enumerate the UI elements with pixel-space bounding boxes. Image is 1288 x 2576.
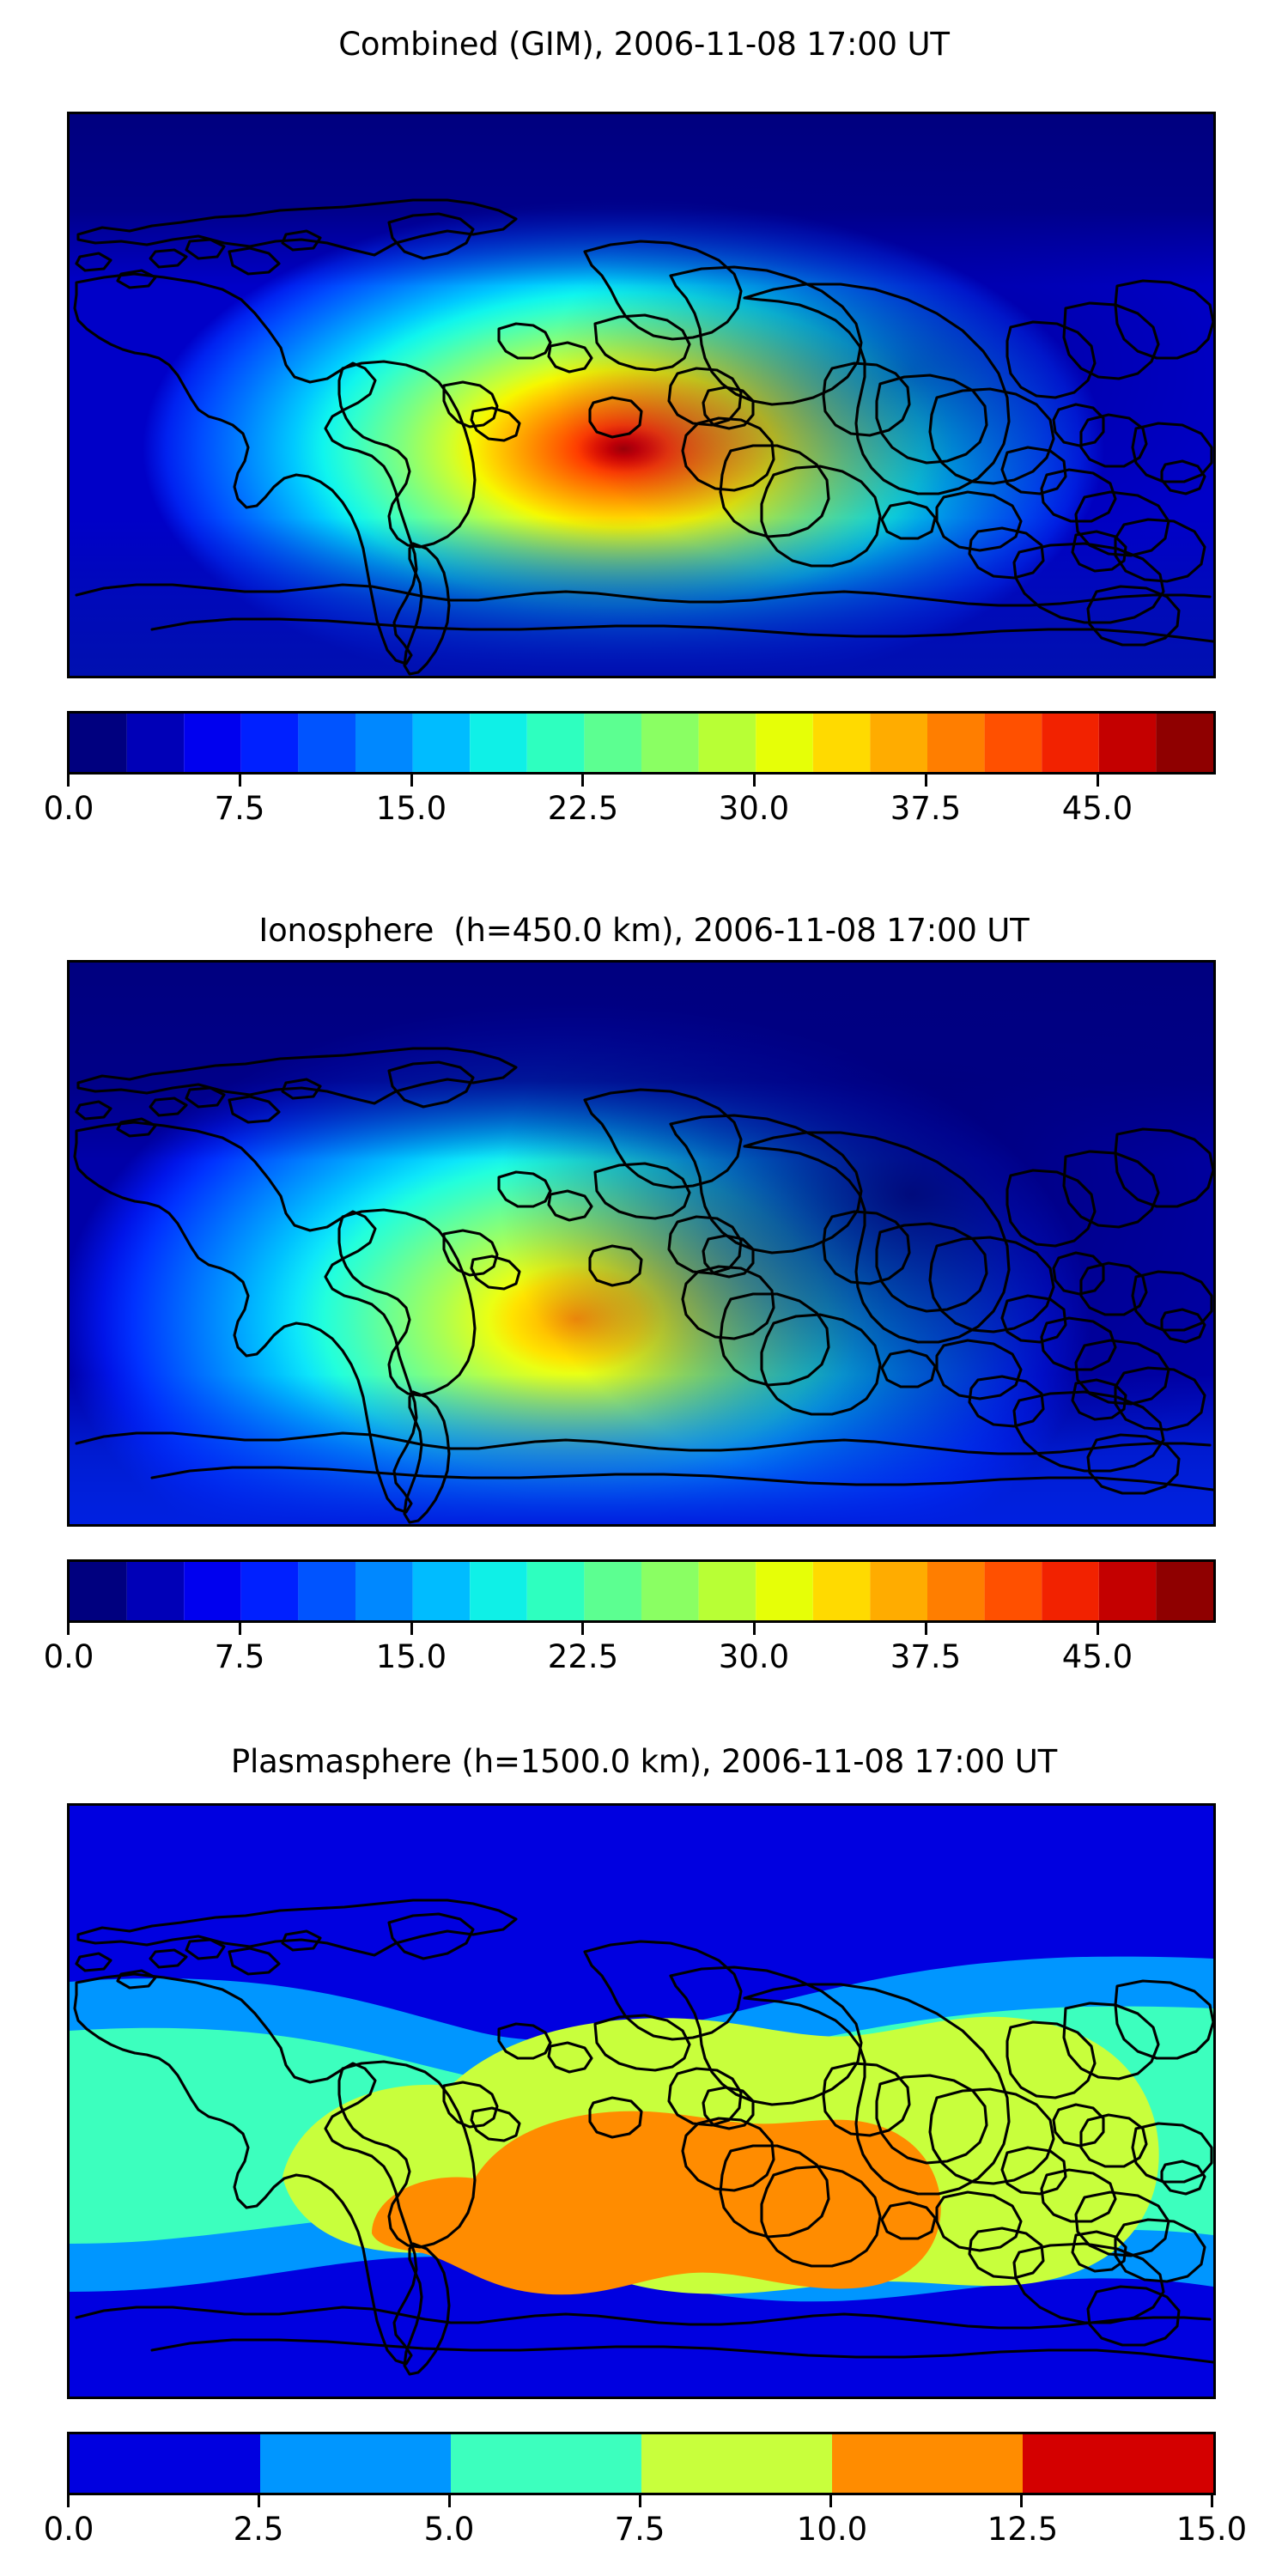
tick-label: 45.0 [1061, 790, 1133, 827]
map-combined-svg [70, 114, 1213, 676]
tick-label: 10.0 [796, 2511, 868, 2548]
tick-label: 37.5 [890, 1638, 962, 1675]
tick-label: 0.0 [43, 790, 94, 827]
colorbar-ticks-combined [67, 772, 1216, 789]
panel-plasmasphere: Plasmasphere (h=1500.0 km), 2006-11-08 1… [0, 1717, 1288, 2576]
colorbar-bands [70, 1562, 1213, 1620]
colorbar-combined [67, 711, 1216, 775]
colorbar-ticklabels-ionosphere: 0.0 7.5 15.0 22.5 30.0 37.5 45.0 [0, 1638, 1288, 1686]
panel-ionosphere: Ionosphere (h=450.0 km), 2006-11-08 17:0… [0, 859, 1288, 1717]
colorbar-bands [70, 2434, 1213, 2493]
tick-label: 45.0 [1061, 1638, 1133, 1675]
coastlines [73, 1047, 1213, 1524]
colorbar-bands [70, 714, 1213, 772]
tick-label: 7.5 [214, 790, 265, 827]
colorbar-ticks-plasmasphere [67, 2493, 1216, 2510]
tick-label: 7.5 [214, 1638, 265, 1675]
tick-label: 15.0 [1176, 2511, 1248, 2548]
map-ionosphere-svg [70, 963, 1213, 1524]
band-10-12p5 [372, 2111, 941, 2295]
tick-label: 15.0 [375, 1638, 447, 1675]
tick-label: 37.5 [890, 790, 962, 827]
tick-label: 2.5 [233, 2511, 284, 2548]
colorbar-plasmasphere [67, 2432, 1216, 2495]
map-ionosphere [67, 960, 1216, 1527]
colorbar-ticklabels-combined: 0.0 7.5 15.0 22.5 30.0 37.5 45.0 [0, 790, 1288, 838]
tick-label: 12.5 [987, 2511, 1059, 2548]
tick-label: 30.0 [718, 790, 790, 827]
tick-label: 22.5 [547, 790, 619, 827]
coastlines [73, 198, 1213, 676]
tick-label: 0.0 [43, 2511, 94, 2548]
tick-label: 22.5 [547, 1638, 619, 1675]
tick-label: 7.5 [614, 2511, 665, 2548]
tick-label: 30.0 [718, 1638, 790, 1675]
panel-title-combined: Combined (GIM), 2006-11-08 17:00 UT [338, 26, 950, 63]
map-plasmasphere-svg [70, 1806, 1213, 2397]
tick-label: 0.0 [43, 1638, 94, 1675]
panel-title-plasmasphere: Plasmasphere (h=1500.0 km), 2006-11-08 1… [230, 1743, 1058, 1780]
tick-label: 15.0 [375, 790, 447, 827]
tick-label: 5.0 [423, 2511, 475, 2548]
panel-combined: Combined (GIM), 2006-11-08 17:00 UT [0, 0, 1288, 859]
colorbar-ticklabels-plasmasphere: 0.0 2.5 5.0 7.5 10.0 12.5 15.0 [0, 2511, 1288, 2559]
map-combined [67, 112, 1216, 678]
coastlines [73, 1899, 1213, 2376]
colorbar-ionosphere [67, 1559, 1216, 1623]
panel-title-ionosphere: Ionosphere (h=450.0 km), 2006-11-08 17:0… [258, 912, 1030, 949]
map-plasmasphere [67, 1803, 1216, 2399]
colorbar-ticks-ionosphere [67, 1620, 1216, 1637]
